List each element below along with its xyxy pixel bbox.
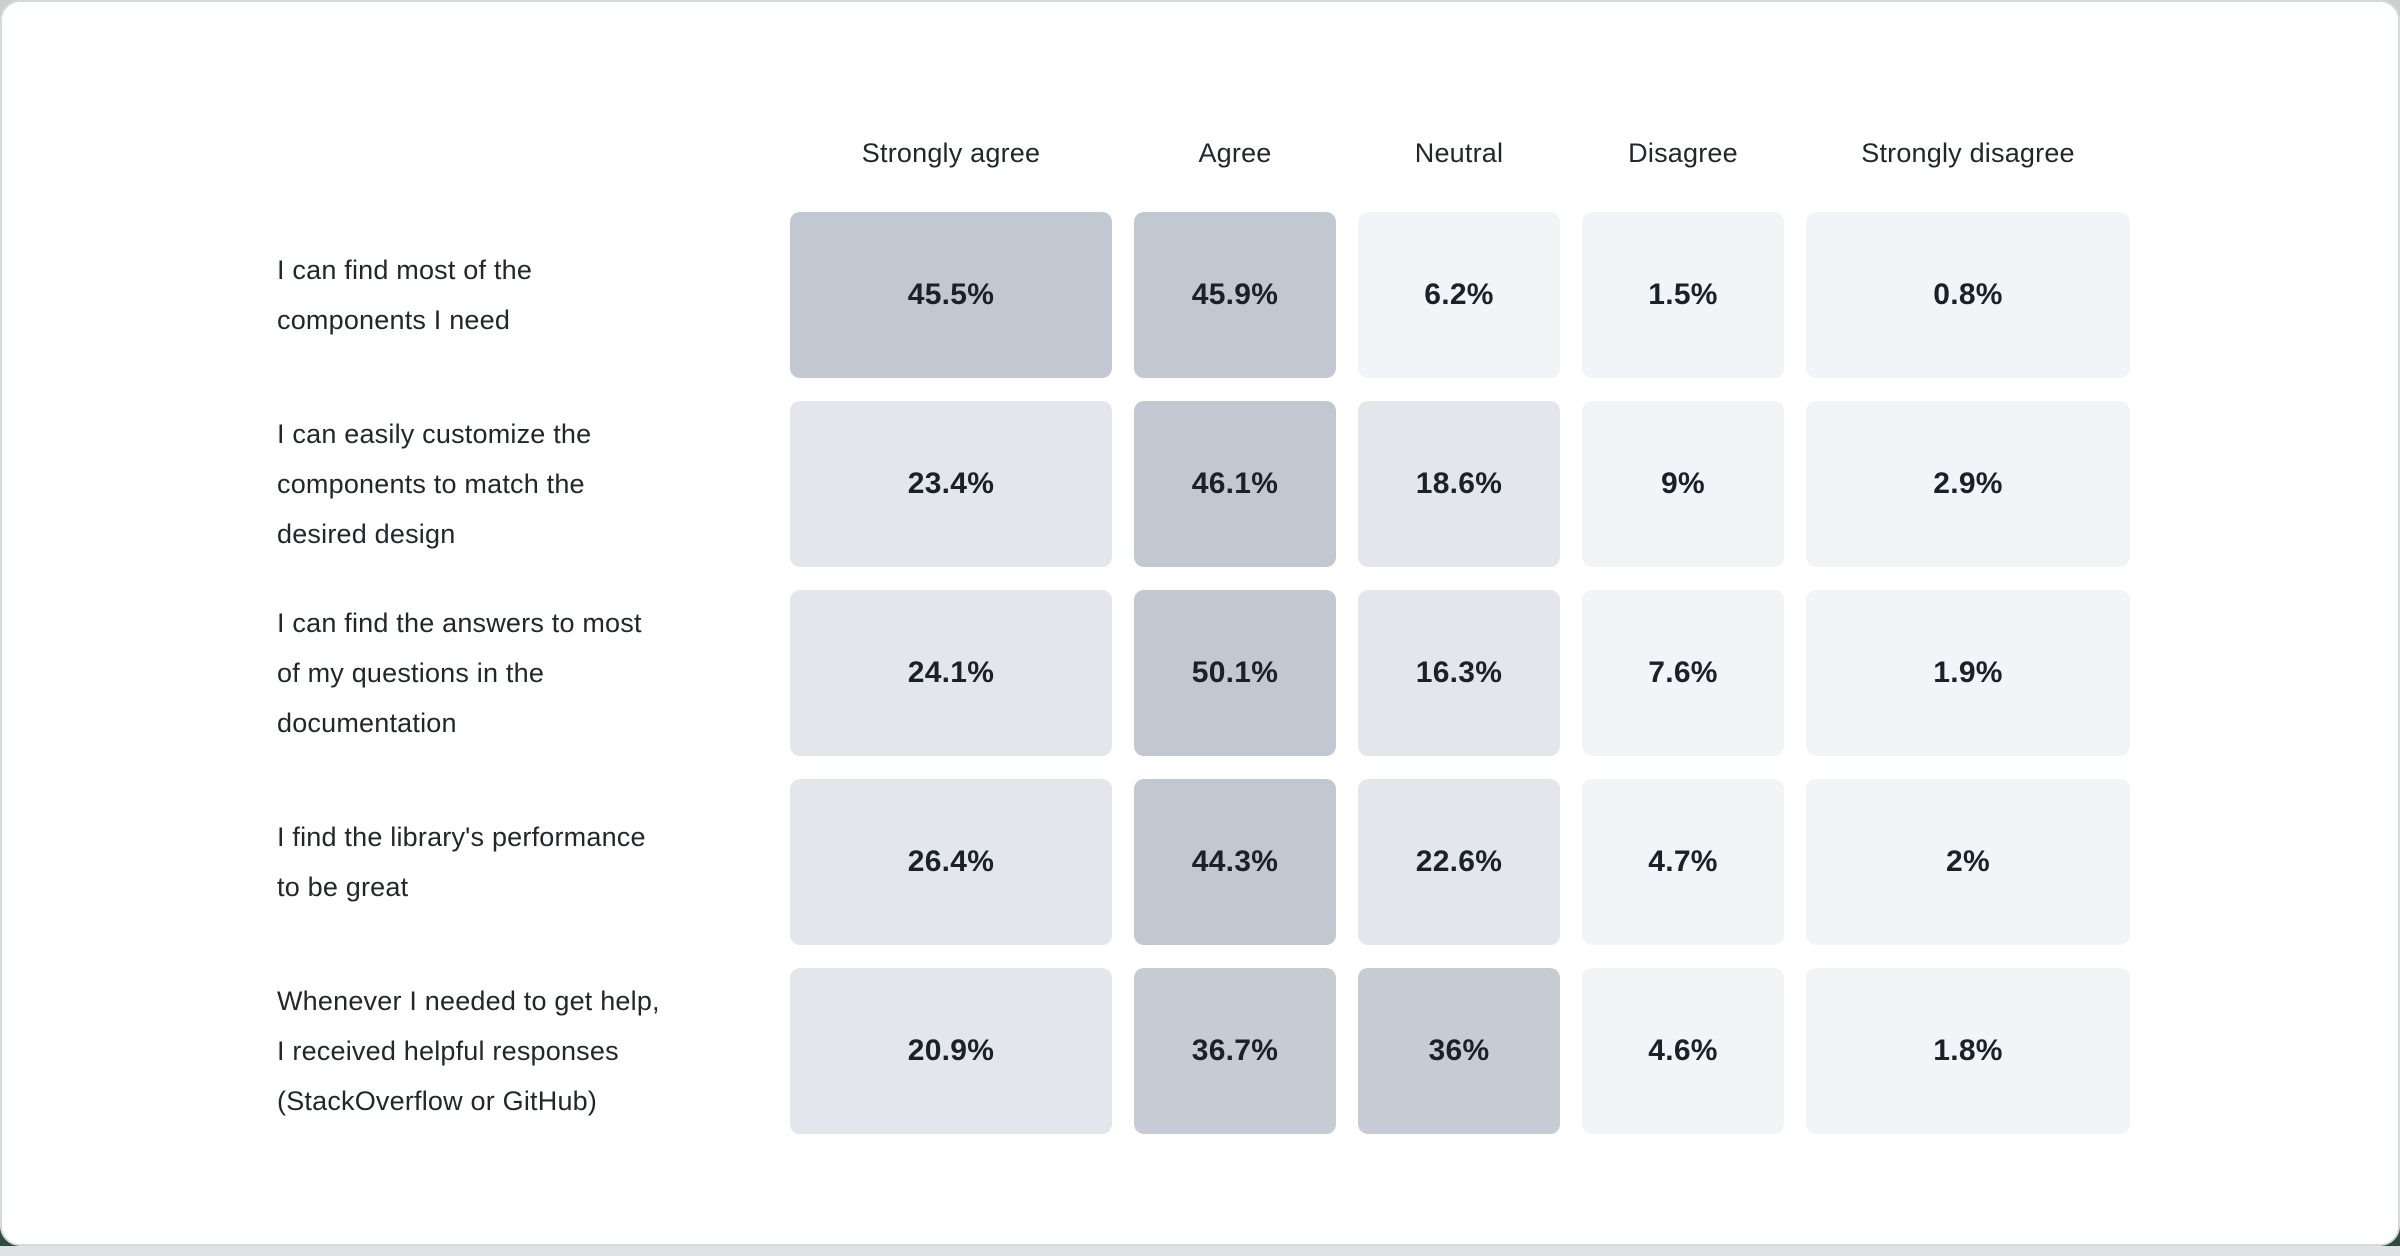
matrix-cell: 46.1% xyxy=(1134,401,1336,567)
bottom-strip xyxy=(0,1246,2400,1256)
matrix-cell: 7.6% xyxy=(1582,590,1784,756)
matrix-cell: 18.6% xyxy=(1358,401,1560,567)
survey-matrix: Strongly agree Agree Neutral Disagree Strong… xyxy=(277,117,2130,1134)
row-label: I can easily customize the components to… xyxy=(277,419,592,549)
matrix-cell: 45.9% xyxy=(1134,212,1336,378)
matrix-cell: 0.8% xyxy=(1806,212,2130,378)
matrix-cell: 44.3% xyxy=(1134,779,1336,945)
matrix-cell: 1.8% xyxy=(1806,968,2130,1134)
matrix-cell: 50.1% xyxy=(1134,590,1336,756)
matrix-cell: 1.5% xyxy=(1582,212,1784,378)
matrix-cell: 24.1% xyxy=(790,590,1112,756)
matrix-cell: 2% xyxy=(1806,779,2130,945)
column-header: Neutral xyxy=(1414,137,1504,168)
matrix-cell: 45.5% xyxy=(790,212,1112,378)
matrix-cell: 20.9% xyxy=(790,968,1112,1134)
matrix-cell: 2.9% xyxy=(1806,401,2130,567)
matrix-cell: 22.6% xyxy=(1358,779,1560,945)
row-label: I can find the answers to most of my que… xyxy=(277,608,642,738)
matrix-cell: 36.7% xyxy=(1134,968,1336,1134)
column-header: Agree xyxy=(1198,137,1272,168)
matrix-cell: 23.4% xyxy=(790,401,1112,567)
column-header: Strongly disagree xyxy=(1861,137,2075,168)
matrix-cell: 36% xyxy=(1358,968,1560,1134)
row-label: I find the library's performance to be g… xyxy=(277,822,646,902)
matrix-cell: 16.3% xyxy=(1358,590,1560,756)
row-label: I can find most of the components I need xyxy=(277,255,533,335)
column-header: Disagree xyxy=(1628,137,1738,168)
matrix-cell: 4.6% xyxy=(1582,968,1784,1134)
matrix-cell: 26.4% xyxy=(790,779,1112,945)
column-header: Strongly agree xyxy=(861,137,1041,168)
matrix-cell: 6.2% xyxy=(1358,212,1560,378)
matrix-corner-spacer xyxy=(277,117,768,189)
matrix-cell: 1.9% xyxy=(1806,590,2130,756)
row-label: Whenever I needed to get help, I receive… xyxy=(277,986,660,1116)
matrix-cell: 4.7% xyxy=(1582,779,1784,945)
matrix-cell: 9% xyxy=(1582,401,1784,567)
